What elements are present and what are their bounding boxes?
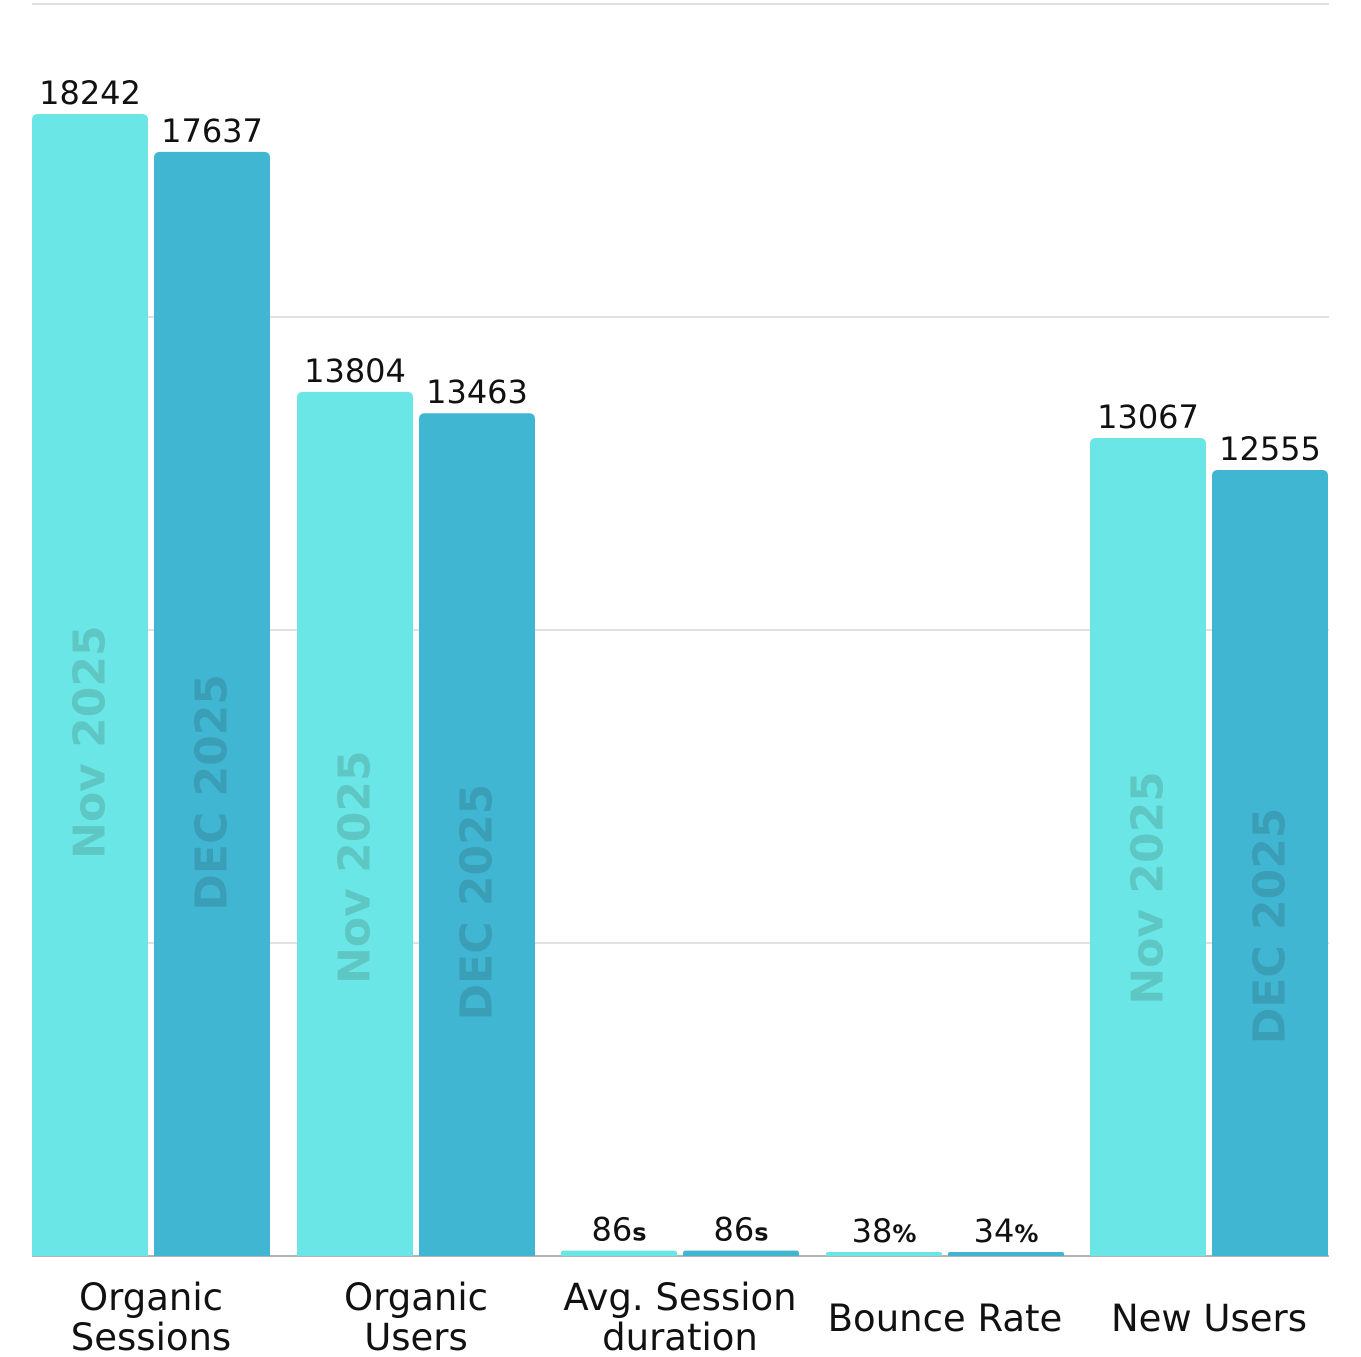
value-labels: 18242 Nov 2025 13804 Nov 2025 86s 38% 13067 Nov… xyxy=(39,74,1321,1250)
bar-series-label: DEC 2025 xyxy=(187,674,238,911)
category-label: Organic Sessions xyxy=(71,1276,231,1357)
value-label: 86s xyxy=(591,1211,646,1249)
value-label: 13804 xyxy=(304,352,406,390)
value-label: 12555 xyxy=(1219,430,1321,468)
bar-dec-4 xyxy=(1212,470,1328,1256)
value-label: 18242 xyxy=(39,74,141,112)
bar-series-label: Nov 2025 xyxy=(1123,771,1174,1005)
bar-nov-3 xyxy=(826,1252,942,1256)
bar-dec-0 xyxy=(154,151,270,1256)
category-label: Avg. Session duration xyxy=(563,1276,796,1357)
bar-dec-1 xyxy=(419,413,535,1256)
category-labels: Organic Sessions Organic Users Avg. Session d… xyxy=(71,1276,1307,1357)
bar-series-label: DEC 2025 xyxy=(1245,808,1296,1045)
bar-dec-2 xyxy=(683,1250,799,1256)
value-label: 17637 xyxy=(161,112,263,150)
bars xyxy=(32,114,1328,1257)
category-label: Organic Users xyxy=(344,1276,488,1357)
bar-series-label: Nov 2025 xyxy=(330,750,381,984)
bar-series-label: Nov 2025 xyxy=(65,625,116,859)
bar-dec-3 xyxy=(948,1252,1064,1256)
bar-nov-2 xyxy=(561,1250,677,1256)
value-label: 13463 xyxy=(426,373,528,411)
bar-nov-4 xyxy=(1090,438,1206,1256)
bar-nov-1 xyxy=(297,391,413,1256)
value-label: 13067 xyxy=(1097,398,1199,436)
bar-series-label: DEC 2025 xyxy=(452,784,503,1021)
value-label: 86s xyxy=(713,1211,768,1249)
category-label: Bounce Rate xyxy=(828,1297,1063,1340)
value-label: 34% xyxy=(974,1212,1039,1250)
category-label: New Users xyxy=(1111,1297,1307,1340)
bar-nov-0 xyxy=(32,114,148,1257)
value-label: 38% xyxy=(852,1212,917,1250)
